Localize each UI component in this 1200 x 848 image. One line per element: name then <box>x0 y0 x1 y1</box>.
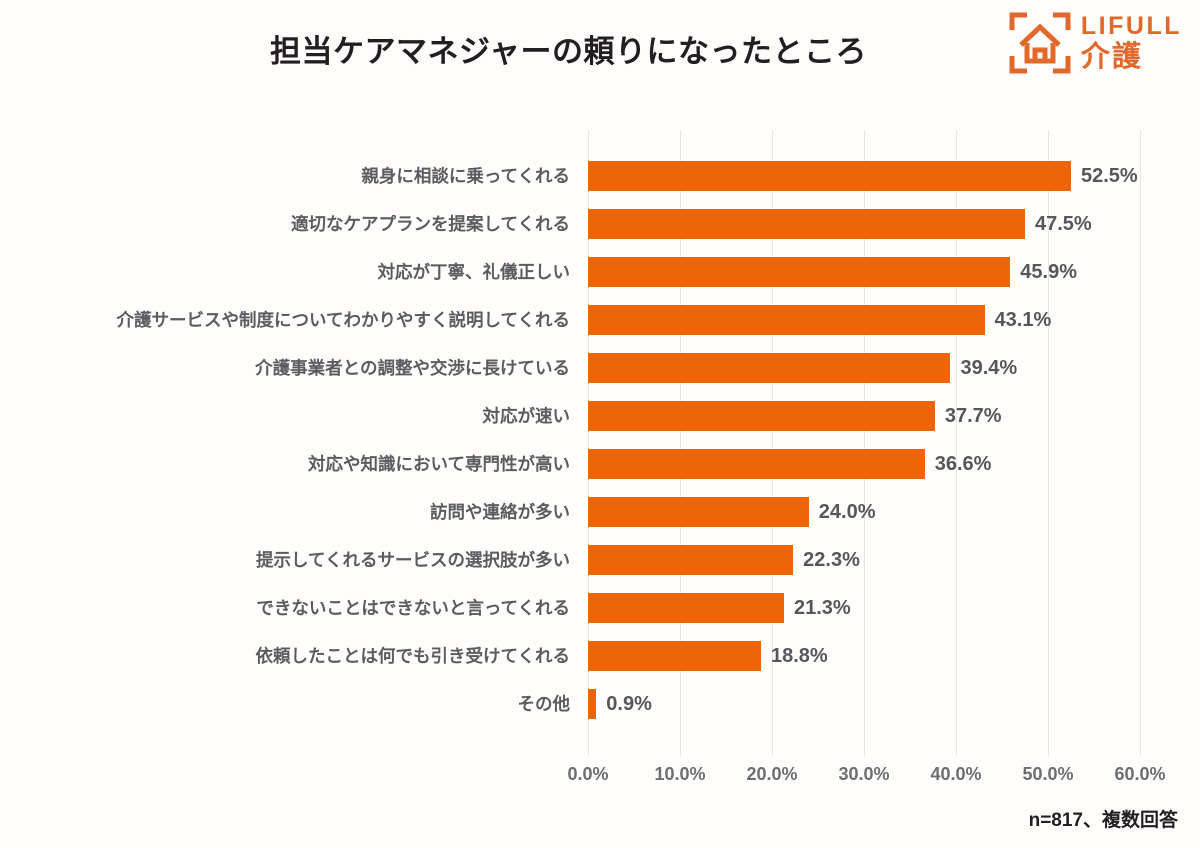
logo-text: LIFULL 介護 <box>1081 14 1182 72</box>
category-label: 介護サービスや制度についてわかりやすく説明してくれる <box>116 310 570 330</box>
lifull-kaigo-logo: LIFULL 介護 <box>1009 12 1182 74</box>
bar <box>588 401 935 431</box>
bar <box>588 689 597 719</box>
bar-value-label: 0.9% <box>606 693 652 715</box>
chart-row: 親身に相談に乗ってくれる 52.5% <box>0 152 1200 200</box>
bar <box>588 161 1071 191</box>
bar <box>588 257 1011 287</box>
chart-row: 訪問や連絡が多い 24.0% <box>0 488 1200 536</box>
logo-subbrand: 介護 <box>1080 41 1143 73</box>
category-label: その他 <box>517 694 571 714</box>
bar <box>588 353 951 383</box>
bar <box>588 449 925 479</box>
category-label: 対応や知識において専門性が高い <box>308 454 570 474</box>
bar-value-label: 18.8% <box>770 645 828 667</box>
chart-row: 介護事業者との調整や交渉に長けている 39.4% <box>0 344 1200 392</box>
x-tick-label: 0.0% <box>567 764 609 784</box>
x-tick-label: 10.0% <box>654 764 706 784</box>
x-tick-label: 30.0% <box>838 764 890 784</box>
bar-value-label: 37.7% <box>944 405 1002 427</box>
bar-value-label: 21.3% <box>793 597 851 619</box>
category-label: 依頼したことは何でも引き受けてくれる <box>255 646 570 666</box>
category-label: できないことはできないと言ってくれる <box>256 598 570 618</box>
bar-value-label: 39.4% <box>960 357 1018 379</box>
bar-value-label: 45.9% <box>1020 261 1077 283</box>
category-label: 訪問や連絡が多い <box>430 502 570 522</box>
chart-row: 対応や知識において専門性が高い 36.6% <box>0 440 1200 488</box>
bar-value-label: 24.0% <box>818 501 876 523</box>
page-title: 担当ケアマネジャーの頼りになったところ <box>270 34 867 69</box>
bar <box>588 209 1025 239</box>
chart-row: 対応が速い 37.7% <box>0 392 1200 440</box>
chart-row: 対応が丁寧、礼儀正しい 45.9% <box>0 248 1200 296</box>
chart-plot-area: 親身に相談に乗ってくれる 52.5% 適切なケアプランを提案してくれる 47.5% 対応… <box>0 130 1200 784</box>
chart-row: その他 0.9% <box>0 680 1200 728</box>
category-label: 対応が速い <box>482 406 571 426</box>
bar-value-label: 22.3% <box>803 549 860 571</box>
bar-value-label: 52.5% <box>1081 165 1138 187</box>
bar <box>588 305 985 335</box>
chart-row: 依頼したことは何でも引き受けてくれる 18.8% <box>0 632 1200 680</box>
bar <box>588 545 794 575</box>
x-tick-label: 20.0% <box>746 764 798 784</box>
chart-row: 提示してくれるサービスの選択肢が多い 22.3% <box>0 536 1200 584</box>
x-tick-label: 50.0% <box>1022 764 1074 784</box>
chart-row: 適切なケアプランを提案してくれる 47.5% <box>0 200 1200 248</box>
category-label: 対応が丁寧、礼儀正しい <box>377 262 571 282</box>
chart-header: 担当ケアマネジャーの頼りになったところ LIFULL <box>0 0 1200 100</box>
logo-wordmark: LIFULL <box>1080 12 1182 40</box>
bar <box>588 641 761 671</box>
bar-value-label: 36.6% <box>934 453 992 475</box>
x-axis: 0.0% 10.0% 20.0% 30.0% 40.0% 50.0% 60.0% <box>0 756 1200 796</box>
chart-row: 介護サービスや制度についてわかりやすく説明してくれる 43.1% <box>0 296 1200 344</box>
x-tick-label: 60.0% <box>1114 764 1166 784</box>
category-label: 介護事業者との調整や交渉に長けている <box>255 358 570 378</box>
bar-value-label: 47.5% <box>1035 213 1092 235</box>
category-label: 親身に相談に乗ってくれる <box>361 166 570 186</box>
sample-size-note: n=817、複数回答 <box>1028 810 1178 831</box>
category-label: 適切なケアプランを提案してくれる <box>291 214 570 234</box>
category-label: 提示してくれるサービスの選択肢が多い <box>256 550 570 570</box>
chart-row: できないことはできないと言ってくれる 21.3% <box>0 584 1200 632</box>
x-tick-label: 40.0% <box>930 764 982 784</box>
bar <box>588 497 809 527</box>
bar <box>588 593 784 623</box>
lifull-house-bracket-icon <box>1009 12 1071 74</box>
bar-value-label: 43.1% <box>994 309 1052 331</box>
